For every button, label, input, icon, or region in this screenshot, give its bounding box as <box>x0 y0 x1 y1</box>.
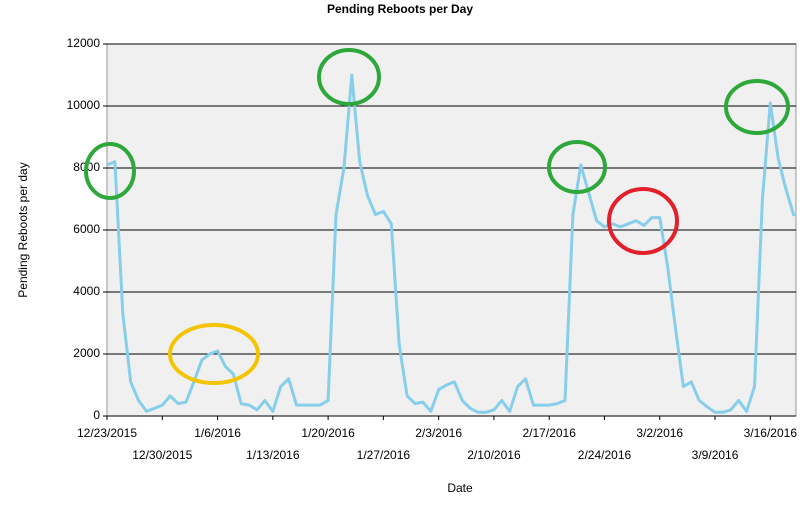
x-tick-label: 1/20/2016 <box>301 426 355 440</box>
y-axis-title: Pending Reboots per day <box>16 162 30 297</box>
x-tick-label: 2/24/2016 <box>578 448 632 462</box>
chart-title: Pending Reboots per Day <box>327 2 473 16</box>
x-tick-label: 2/17/2016 <box>523 426 577 440</box>
x-axis-title: Date <box>447 481 473 495</box>
series-line <box>106 73 796 414</box>
x-tick-label: 12/23/2015 <box>77 426 137 440</box>
highlight-circle <box>317 48 381 106</box>
x-tick-label: 2/10/2016 <box>467 448 521 462</box>
y-tick-label: 6000 <box>73 222 100 236</box>
y-tick-label: 2000 <box>73 346 100 360</box>
x-tick-label: 3/16/2016 <box>744 426 798 440</box>
y-tick-label: 10000 <box>67 98 101 112</box>
grid: 02000400060008000100001200012/23/201512/… <box>67 36 798 462</box>
highlight-circle <box>607 187 679 255</box>
highlight-circle <box>547 140 607 194</box>
x-tick-label: 1/6/2016 <box>194 426 241 440</box>
y-tick-label: 0 <box>93 408 100 422</box>
series <box>106 73 796 414</box>
highlight-circle <box>84 142 136 200</box>
x-tick-label: 1/27/2016 <box>357 448 411 462</box>
highlight-circle <box>724 79 790 135</box>
highlight-circle <box>168 323 260 385</box>
y-tick-label: 4000 <box>73 284 100 298</box>
y-tick-label: 12000 <box>67 36 101 50</box>
x-tick-label: 1/13/2016 <box>246 448 300 462</box>
annotations <box>84 48 790 385</box>
x-tick-label: 2/3/2016 <box>415 426 462 440</box>
x-tick-label: 3/2/2016 <box>636 426 683 440</box>
x-tick-label: 3/9/2016 <box>692 448 739 462</box>
x-tick-label: 12/30/2015 <box>132 448 192 462</box>
